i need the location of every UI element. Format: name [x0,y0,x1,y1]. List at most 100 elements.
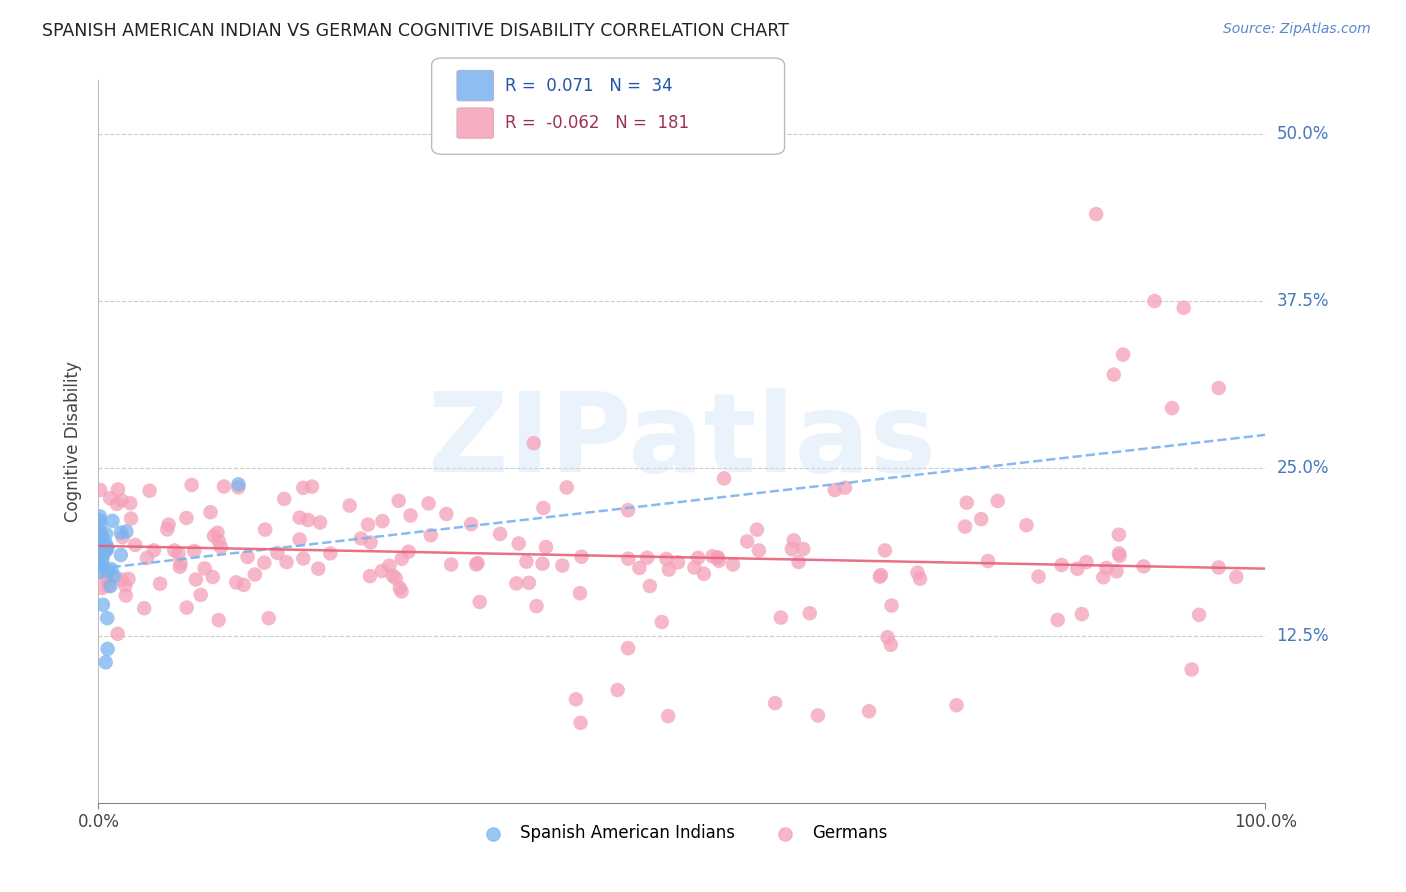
Point [1095,561,1118,575]
Point [176,600,198,615]
Point [1076,555,1098,569]
Point [212,479,235,493]
Point [807,708,830,723]
Text: 12.5%: 12.5% [1277,626,1329,645]
Point [792,541,814,556]
Point [357,517,380,532]
Point [96,571,118,585]
Point [114,589,136,603]
Point [1173,301,1195,315]
Point [202,529,225,543]
Point [460,517,482,532]
Point [228,480,250,494]
Point [378,558,401,573]
Point [1070,607,1092,621]
Point [100,579,122,593]
Point [184,573,207,587]
Point [297,513,319,527]
Point [970,512,993,526]
Point [149,576,172,591]
Point [163,543,186,558]
Point [194,561,217,575]
Point [555,480,578,494]
Point [505,576,527,591]
Point [89,525,111,540]
Point [225,575,247,590]
Point [683,560,706,574]
Point [90,526,112,541]
Text: R =  0.071   N =  34: R = 0.071 N = 34 [505,77,672,95]
Point [880,599,903,613]
Point [292,551,315,566]
Text: 37.5%: 37.5% [1277,292,1329,310]
Point [120,496,142,510]
Text: R =  -0.062   N =  181: R = -0.062 N = 181 [505,114,689,132]
Point [111,573,134,587]
Point [419,528,441,542]
Point [721,558,744,572]
Point [977,554,1000,568]
Point [90,543,112,558]
Point [101,514,124,528]
Point [658,563,681,577]
Point [551,558,574,573]
Point [110,548,132,562]
Point [384,571,406,585]
Point [89,565,111,579]
Point [956,496,979,510]
Point [288,510,311,524]
Point [89,513,111,527]
Point [1105,565,1128,579]
Point [569,715,592,730]
Legend: Spanish American Indians, Germans: Spanish American Indians, Germans [470,817,894,848]
Point [89,483,111,497]
Point [359,569,381,583]
Point [399,508,422,523]
Point [110,525,132,540]
Point [350,532,373,546]
Point [96,541,118,556]
Point [824,483,846,497]
Point [440,558,463,572]
Point [254,523,277,537]
Point [1092,570,1115,584]
Point [89,541,111,556]
Y-axis label: Cognitive Disability: Cognitive Disability [65,361,83,522]
Point [91,540,114,554]
Point [713,471,735,485]
Point [783,533,806,548]
Point [769,610,792,624]
Point [90,549,112,563]
Point [228,477,250,491]
Point [91,598,114,612]
Point [201,570,224,584]
Point [142,543,165,558]
Point [253,556,276,570]
Point [489,527,512,541]
Point [105,497,128,511]
Point [134,601,156,615]
Point [96,571,118,585]
Text: Source: ZipAtlas.com: Source: ZipAtlas.com [1223,22,1371,37]
Point [135,551,157,566]
Point [91,581,114,595]
Point [91,558,114,573]
Point [157,517,180,532]
Point [1066,562,1088,576]
Point [1102,368,1125,382]
Point [97,564,120,578]
Point [468,595,491,609]
Point [97,642,120,657]
Point [208,534,231,549]
Point [655,552,678,566]
Point [571,549,593,564]
Point [565,692,588,706]
Point [907,566,929,580]
Point [651,615,673,629]
Point [90,551,112,566]
Point [103,569,125,583]
Point [1225,570,1247,584]
Point [945,698,967,713]
Point [1015,518,1038,533]
Point [114,578,136,592]
